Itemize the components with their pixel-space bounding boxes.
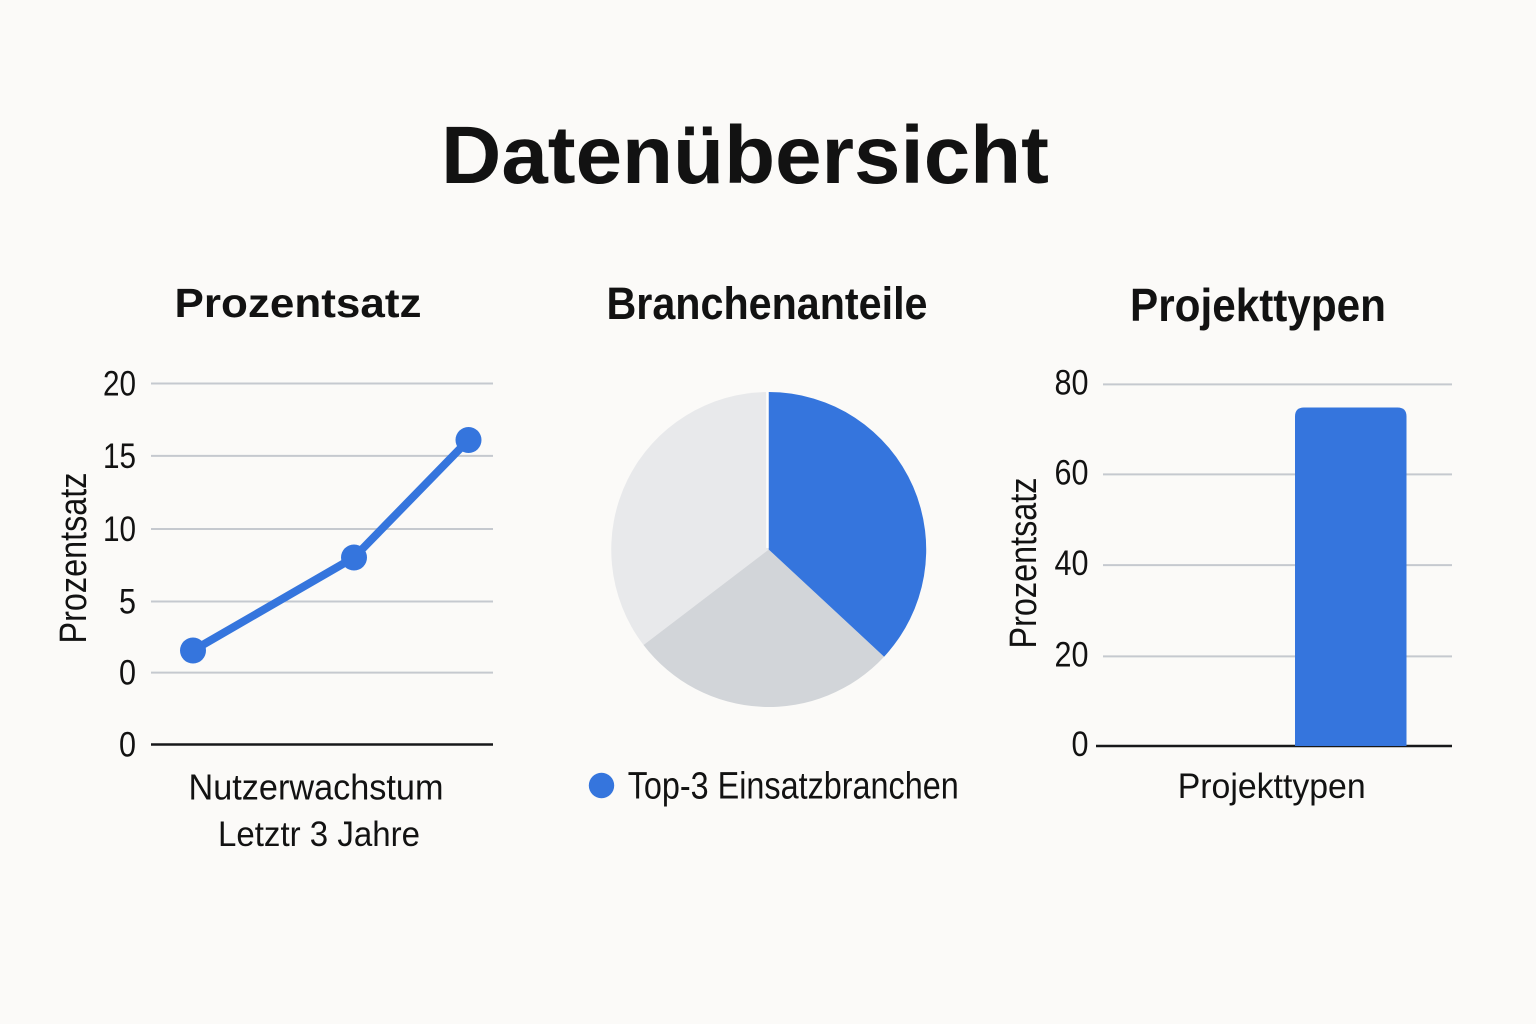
svg-text:20: 20	[1055, 636, 1089, 675]
svg-text:10: 10	[103, 510, 136, 549]
svg-text:Prozentsatz: Prozentsatz	[1003, 478, 1045, 649]
svg-text:Prozentsatz: Prozentsatz	[175, 280, 422, 326]
svg-text:5: 5	[119, 583, 136, 622]
svg-text:Letztr 3 Jahre: Letztr 3 Jahre	[218, 815, 420, 854]
svg-text:Projekttypen: Projekttypen	[1130, 279, 1386, 331]
svg-text:Projekttypen: Projekttypen	[1178, 767, 1366, 806]
svg-text:20: 20	[103, 365, 136, 404]
svg-text:Datenübersicht: Datenübersicht	[441, 110, 1049, 201]
svg-text:Branchenanteile: Branchenanteile	[607, 278, 928, 329]
svg-text:Nutzerwachstum: Nutzerwachstum	[189, 767, 444, 808]
svg-text:0: 0	[1072, 725, 1089, 764]
svg-text:Top-3 Einsatzbranchen: Top-3 Einsatzbranchen	[628, 766, 959, 808]
svg-text:0: 0	[119, 726, 136, 765]
svg-text:Prozentsatz: Prozentsatz	[53, 473, 95, 644]
svg-text:40: 40	[1055, 544, 1089, 583]
svg-text:60: 60	[1055, 454, 1089, 493]
svg-text:80: 80	[1055, 364, 1089, 403]
svg-text:15: 15	[103, 437, 136, 476]
svg-text:0: 0	[119, 654, 136, 693]
